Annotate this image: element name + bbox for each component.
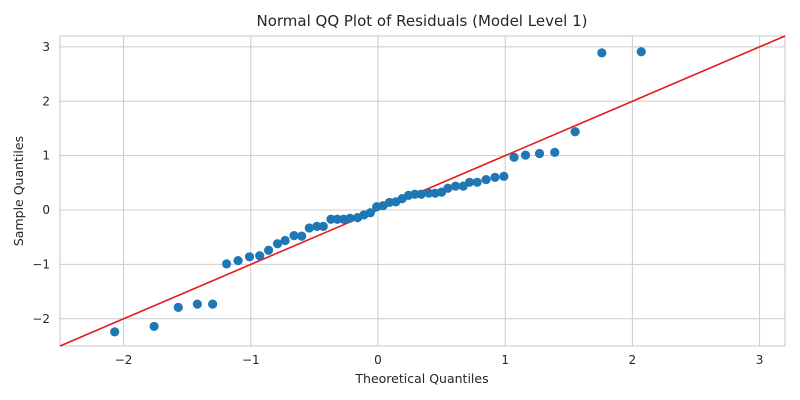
data-point [280,235,290,246]
y-tick-label: −1 [32,257,50,271]
y-tick-labels: −2 −1 0 1 2 3 [32,40,50,326]
data-point [326,214,336,224]
data-point [481,174,491,185]
x-tick-label: 1 [501,353,509,367]
x-tick-labels: −2 −1 0 1 2 3 [115,353,764,367]
data-point [464,177,475,187]
data-point [173,302,183,312]
y-tick-label: 1 [42,149,50,163]
data-point [416,189,426,199]
data-point [345,213,355,223]
data-point [365,208,375,218]
data-point [312,221,322,231]
x-tick-label: −2 [115,353,133,367]
plot-frame [59,35,786,347]
chart-title: Normal QQ Plot of Residuals (Model Level… [256,12,587,30]
data-point [244,252,255,262]
data-point [304,223,314,233]
data-point [597,48,607,58]
data-point [318,221,328,231]
data-point [110,327,120,337]
data-point [636,47,646,57]
data-point [520,150,531,160]
data-point [297,231,307,241]
data-point [332,214,342,224]
data-point [509,152,519,162]
y-tick-label: 0 [42,203,50,217]
data-point [222,259,232,269]
data-point [570,127,580,137]
data-point [472,177,482,187]
data-point [263,245,274,255]
data-points [110,47,646,337]
data-point [233,256,243,266]
y-axis-label: Sample Quantiles [11,136,26,246]
data-point [410,189,420,199]
data-point [272,239,283,249]
data-point [255,251,265,261]
data-point [450,181,461,191]
y-tick-label: 3 [42,40,50,54]
data-point [499,171,509,181]
data-point [208,299,218,309]
y-tick-label: −2 [32,312,50,326]
data-point [550,147,560,157]
data-point [424,188,434,198]
x-tick-label: 0 [374,353,382,367]
data-point [534,148,545,159]
data-point [192,299,202,309]
grid-lines [60,36,785,346]
data-point [443,183,453,193]
y-tick-label: 2 [42,94,50,108]
data-point [490,172,500,183]
x-tick-label: 2 [629,353,637,367]
x-tick-label: 3 [756,353,764,367]
data-point [149,321,159,332]
x-axis-label: Theoretical Quantiles [354,371,488,386]
data-point [289,230,299,241]
x-tick-label: −1 [242,353,260,367]
